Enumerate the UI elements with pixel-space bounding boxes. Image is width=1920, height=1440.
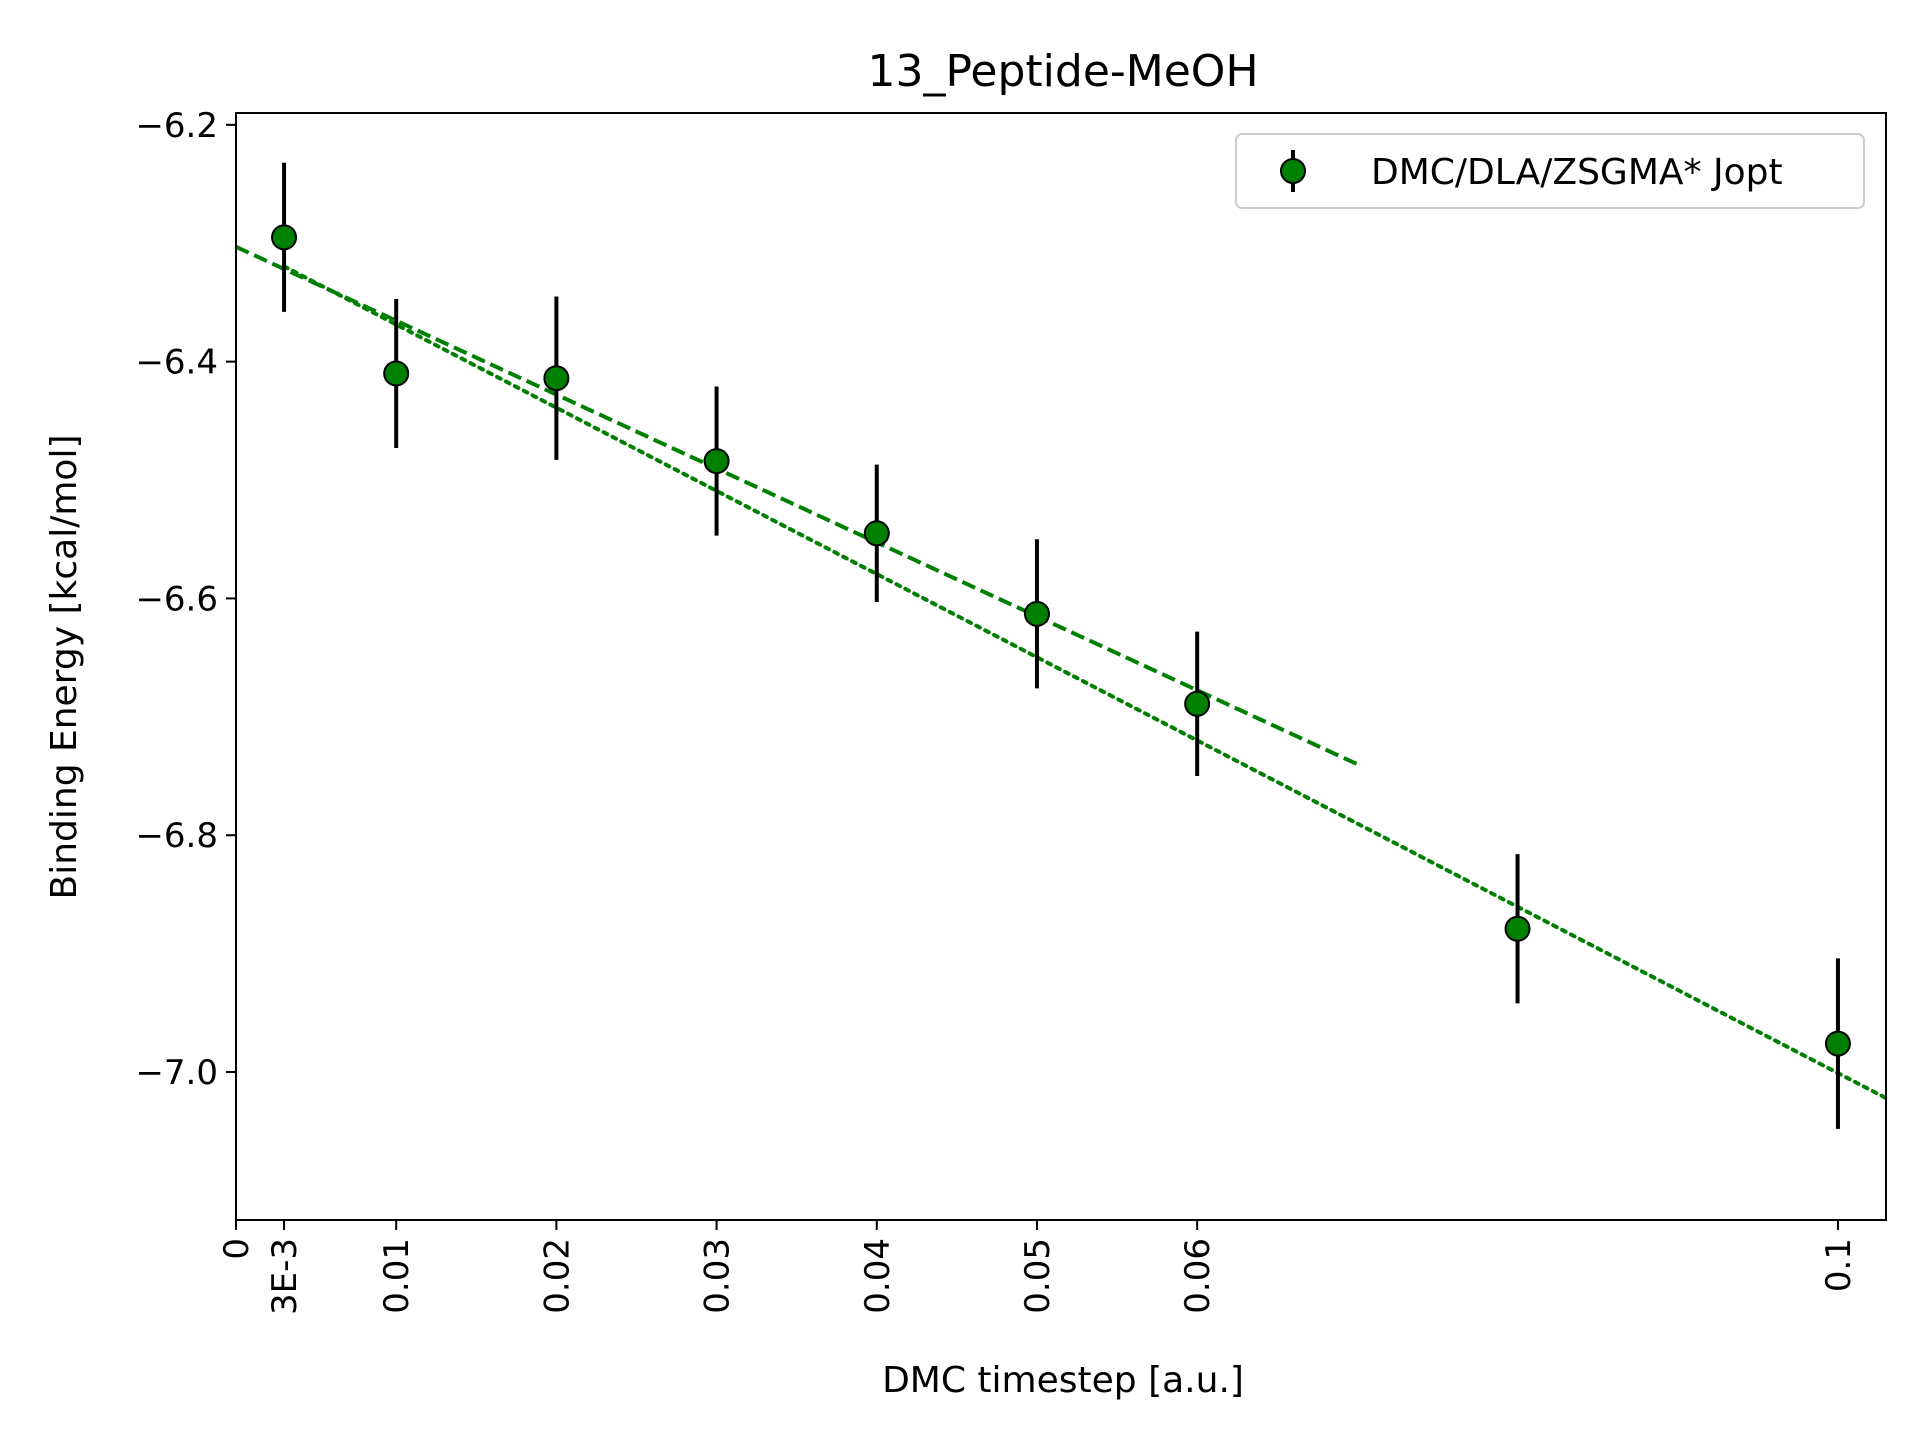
x-tick-label: 0: [217, 1238, 257, 1260]
x-tick-label: 3E-3: [265, 1238, 305, 1315]
x-tick-label: 0.04: [858, 1238, 898, 1314]
y-tick-label: −6.4: [135, 343, 218, 383]
data-point: [543, 365, 570, 392]
data-point: [1023, 600, 1050, 627]
data-point: [1504, 915, 1531, 942]
data-point: [1824, 1030, 1851, 1057]
y-axis-label: Binding Energy [kcal/mol]: [44, 435, 85, 900]
x-tick-label: 0.01: [377, 1238, 417, 1314]
legend: DMC/DLA/ZSGMA* Jopt: [1235, 133, 1865, 209]
plot-frame: [235, 112, 1887, 1221]
x-tick-label: 0.02: [537, 1238, 577, 1314]
x-axis-ticks: 0 3E-3 0.01 0.02 0.03 0.04 0.05 0.06 0.1: [217, 1220, 1859, 1315]
y-axis-ticks: −6.2 −6.4 −6.6 −6.8 −7.0: [135, 106, 236, 1093]
x-tick-label: 0.05: [1018, 1238, 1058, 1314]
y-tick-label: −6.8: [135, 816, 218, 856]
data-point: [383, 360, 410, 387]
x-tick-label: 0.1: [1819, 1238, 1859, 1292]
fit-lines: [235, 244, 1888, 1101]
x-tick-label: 0.06: [1178, 1238, 1218, 1314]
dashed-fit-line: [235, 244, 1359, 766]
y-tick-label: −6.2: [135, 106, 218, 146]
legend-box: [1235, 133, 1865, 209]
data-points: [271, 224, 1851, 1057]
x-tick-label: 0.03: [698, 1238, 738, 1314]
y-tick-label: −6.6: [135, 579, 218, 619]
y-tick-label: −7.0: [135, 1053, 218, 1093]
data-point: [271, 224, 298, 251]
data-point: [1184, 690, 1211, 717]
x-axis-label: DMC timestep [a.u.]: [882, 1360, 1244, 1401]
legend-marker: [1280, 158, 1306, 184]
legend-label: DMC/DLA/ZSGMA* Jopt: [1371, 152, 1783, 193]
data-point: [703, 448, 730, 475]
dotted-fit-line: [282, 264, 1888, 1101]
data-point: [863, 520, 890, 547]
chart-title: 13_Peptide-MeOH: [867, 46, 1258, 97]
